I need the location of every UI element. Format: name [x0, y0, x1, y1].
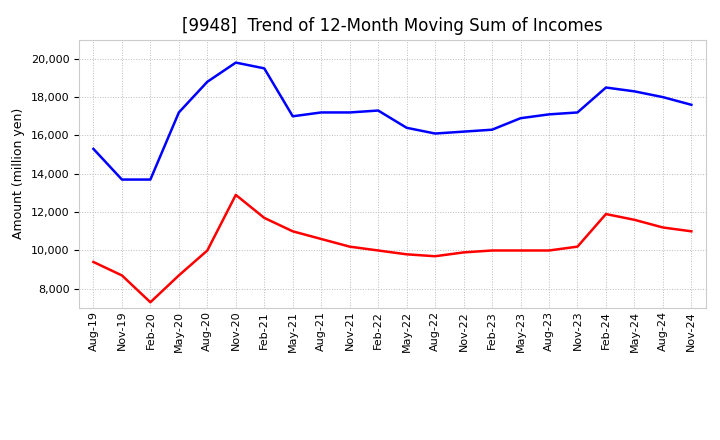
Ordinary Income: [573, 110, 582, 115]
Net Income: [687, 229, 696, 234]
Net Income: [573, 244, 582, 249]
Net Income: [260, 215, 269, 220]
Ordinary Income: [117, 177, 126, 182]
Ordinary Income: [545, 112, 554, 117]
Ordinary Income: [346, 110, 354, 115]
Ordinary Income: [459, 129, 468, 134]
Ordinary Income: [374, 108, 382, 113]
Title: [9948]  Trend of 12-Month Moving Sum of Incomes: [9948] Trend of 12-Month Moving Sum of I…: [182, 17, 603, 35]
Y-axis label: Amount (million yen): Amount (million yen): [12, 108, 25, 239]
Net Income: [317, 236, 325, 242]
Net Income: [431, 253, 439, 259]
Net Income: [174, 273, 183, 278]
Net Income: [89, 259, 98, 264]
Ordinary Income: [402, 125, 411, 130]
Net Income: [289, 229, 297, 234]
Ordinary Income: [687, 102, 696, 107]
Net Income: [545, 248, 554, 253]
Ordinary Income: [174, 110, 183, 115]
Net Income: [203, 248, 212, 253]
Ordinary Income: [630, 89, 639, 94]
Ordinary Income: [89, 146, 98, 151]
Net Income: [602, 211, 611, 216]
Ordinary Income: [516, 116, 525, 121]
Net Income: [232, 192, 240, 198]
Net Income: [630, 217, 639, 223]
Net Income: [402, 252, 411, 257]
Ordinary Income: [487, 127, 496, 132]
Ordinary Income: [431, 131, 439, 136]
Net Income: [459, 250, 468, 255]
Net Income: [346, 244, 354, 249]
Net Income: [516, 248, 525, 253]
Net Income: [374, 248, 382, 253]
Net Income: [117, 273, 126, 278]
Ordinary Income: [203, 79, 212, 84]
Net Income: [487, 248, 496, 253]
Line: Net Income: Net Income: [94, 195, 691, 302]
Ordinary Income: [317, 110, 325, 115]
Net Income: [146, 300, 155, 305]
Ordinary Income: [146, 177, 155, 182]
Ordinary Income: [659, 95, 667, 100]
Line: Ordinary Income: Ordinary Income: [94, 62, 691, 180]
Net Income: [659, 225, 667, 230]
Ordinary Income: [602, 85, 611, 90]
Ordinary Income: [260, 66, 269, 71]
Ordinary Income: [289, 114, 297, 119]
Ordinary Income: [232, 60, 240, 65]
